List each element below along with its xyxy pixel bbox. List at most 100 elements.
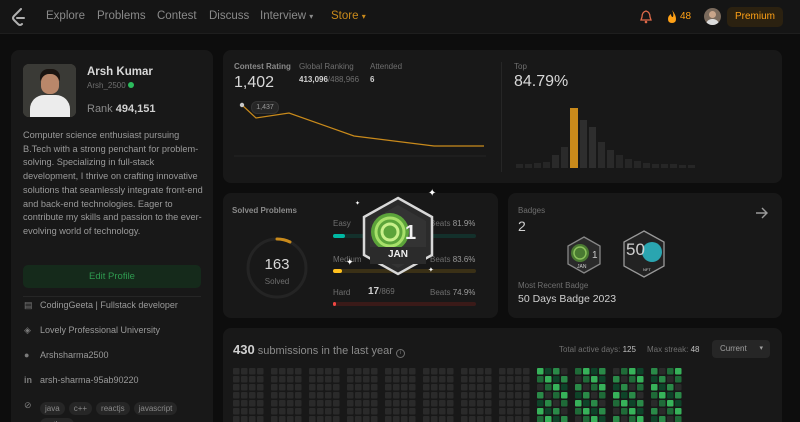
heatmap-cell bbox=[561, 416, 568, 422]
heatmap-cell bbox=[545, 408, 552, 415]
heatmap-cell bbox=[363, 392, 370, 399]
heatmap-cell bbox=[561, 384, 568, 391]
nav-problems[interactable]: Problems bbox=[97, 10, 146, 22]
heatmap-cell bbox=[485, 384, 492, 391]
nav-store[interactable]: Store ▾ bbox=[331, 10, 366, 22]
hard-count: 17/869 bbox=[368, 286, 395, 297]
linkedin-link[interactable]: arsh-sharma-95ab90220 bbox=[40, 375, 139, 385]
hard-beats-label: Beats bbox=[430, 288, 451, 297]
heatmap-cell bbox=[651, 392, 658, 399]
nav-contest[interactable]: Contest bbox=[157, 10, 197, 22]
heatmap-cell bbox=[249, 408, 256, 415]
heatmap-cell bbox=[461, 376, 468, 383]
hard-count-total: /869 bbox=[379, 287, 395, 296]
easy-label: Easy bbox=[333, 219, 351, 228]
heatmap-cell bbox=[659, 376, 666, 383]
heatmap-cell bbox=[287, 384, 294, 391]
heatmap-cell bbox=[347, 400, 354, 407]
divider bbox=[23, 296, 201, 297]
heatmap-cell bbox=[309, 416, 316, 422]
svg-text:1: 1 bbox=[592, 250, 598, 261]
heatmap-cell bbox=[553, 392, 560, 399]
avatar[interactable] bbox=[23, 64, 76, 117]
leetcode-logo-icon[interactable] bbox=[11, 8, 27, 26]
heatmap-cell bbox=[561, 368, 568, 375]
heatmap-cell bbox=[385, 384, 392, 391]
heatmap-cell bbox=[583, 416, 590, 422]
sparkle-icon: ✦ bbox=[346, 257, 354, 267]
heatmap-cell bbox=[667, 384, 674, 391]
heatmap-cell bbox=[401, 376, 408, 383]
solved-count: 163 bbox=[264, 256, 290, 273]
skill-tag[interactable]: java bbox=[40, 402, 65, 415]
heatmap-cell bbox=[485, 392, 492, 399]
nav-avatar[interactable] bbox=[704, 8, 721, 25]
nav-explore[interactable]: Explore bbox=[46, 10, 85, 22]
heatmap-cell bbox=[295, 416, 302, 422]
heatmap-cell bbox=[637, 392, 644, 399]
heatmap-cell bbox=[621, 392, 628, 399]
heatmap-cell bbox=[233, 400, 240, 407]
nav-interview[interactable]: Interview ▾ bbox=[260, 10, 313, 22]
heatmap-cell bbox=[591, 408, 598, 415]
jan-badge-popup-icon[interactable] bbox=[360, 196, 436, 276]
heatmap-cell bbox=[371, 376, 378, 383]
heatmap-cell bbox=[241, 416, 248, 422]
heatmap-cell bbox=[325, 384, 332, 391]
active-days-label: Total active days: bbox=[559, 345, 621, 354]
heatmap-cell bbox=[461, 416, 468, 422]
nav-discuss[interactable]: Discuss bbox=[209, 10, 250, 22]
fire-streak-icon[interactable] bbox=[667, 10, 677, 24]
year-select[interactable]: Current ▾ bbox=[712, 340, 770, 358]
global-ranking-label: Global Ranking bbox=[299, 62, 354, 71]
jan-badge-icon[interactable]: 1 JAN bbox=[566, 236, 602, 274]
github-link[interactable]: Arshsharma2500 bbox=[40, 350, 109, 360]
edit-profile-button[interactable]: Edit Profile bbox=[23, 265, 201, 288]
info-icon[interactable]: i bbox=[395, 349, 405, 358]
heatmap-cell bbox=[667, 416, 674, 422]
heatmap-cell bbox=[485, 408, 492, 415]
bell-icon[interactable] bbox=[640, 10, 652, 24]
fifty-days-badge-icon[interactable] bbox=[622, 230, 666, 278]
medium-label: Medium bbox=[333, 255, 362, 264]
skill-tag[interactable]: reactjs bbox=[96, 402, 130, 415]
skill-tag[interactable]: python bbox=[40, 418, 75, 422]
heatmap-cell bbox=[621, 400, 628, 407]
heatmap-cell bbox=[309, 400, 316, 407]
heatmap-cell bbox=[287, 416, 294, 422]
heatmap-cell bbox=[469, 368, 476, 375]
top-label: Top bbox=[514, 62, 527, 71]
premium-button[interactable]: Premium bbox=[727, 7, 783, 27]
heatmap-cell bbox=[287, 408, 294, 415]
skill-tag[interactable]: c++ bbox=[68, 402, 93, 415]
heatmap-cell bbox=[537, 368, 544, 375]
heatmap-cell bbox=[515, 392, 522, 399]
heatmap-cell bbox=[651, 376, 658, 383]
heatmap-cell bbox=[355, 392, 362, 399]
heatmap-cell bbox=[423, 400, 430, 407]
heatmap-cell bbox=[523, 408, 530, 415]
heatmap-cell bbox=[629, 400, 636, 407]
heatmap-cell bbox=[249, 384, 256, 391]
heatmap-cell bbox=[561, 392, 568, 399]
heatmap-cell bbox=[583, 392, 590, 399]
heatmap-cell bbox=[575, 416, 582, 422]
arrow-right-icon[interactable] bbox=[755, 206, 769, 220]
heatmap-cell bbox=[431, 400, 438, 407]
heatmap-cell bbox=[651, 368, 658, 375]
heatmap-cell bbox=[651, 384, 658, 391]
heatmap-cell bbox=[423, 408, 430, 415]
heatmap-cell bbox=[599, 392, 606, 399]
heatmap-cell bbox=[257, 416, 264, 422]
heatmap-cell bbox=[271, 392, 278, 399]
building-icon: ▤ bbox=[24, 300, 33, 310]
heatmap-cell bbox=[371, 400, 378, 407]
jan-badge-month: JAN bbox=[387, 249, 408, 260]
heatmap-cell bbox=[537, 384, 544, 391]
badges-title: Badges bbox=[518, 206, 546, 215]
skill-tag[interactable]: javascript bbox=[133, 402, 178, 415]
fifty-badge-number: 50 bbox=[626, 240, 645, 259]
heatmap-cell bbox=[667, 400, 674, 407]
submissions-label: submissions in the last year bbox=[257, 345, 393, 357]
heatmap-cell bbox=[385, 368, 392, 375]
